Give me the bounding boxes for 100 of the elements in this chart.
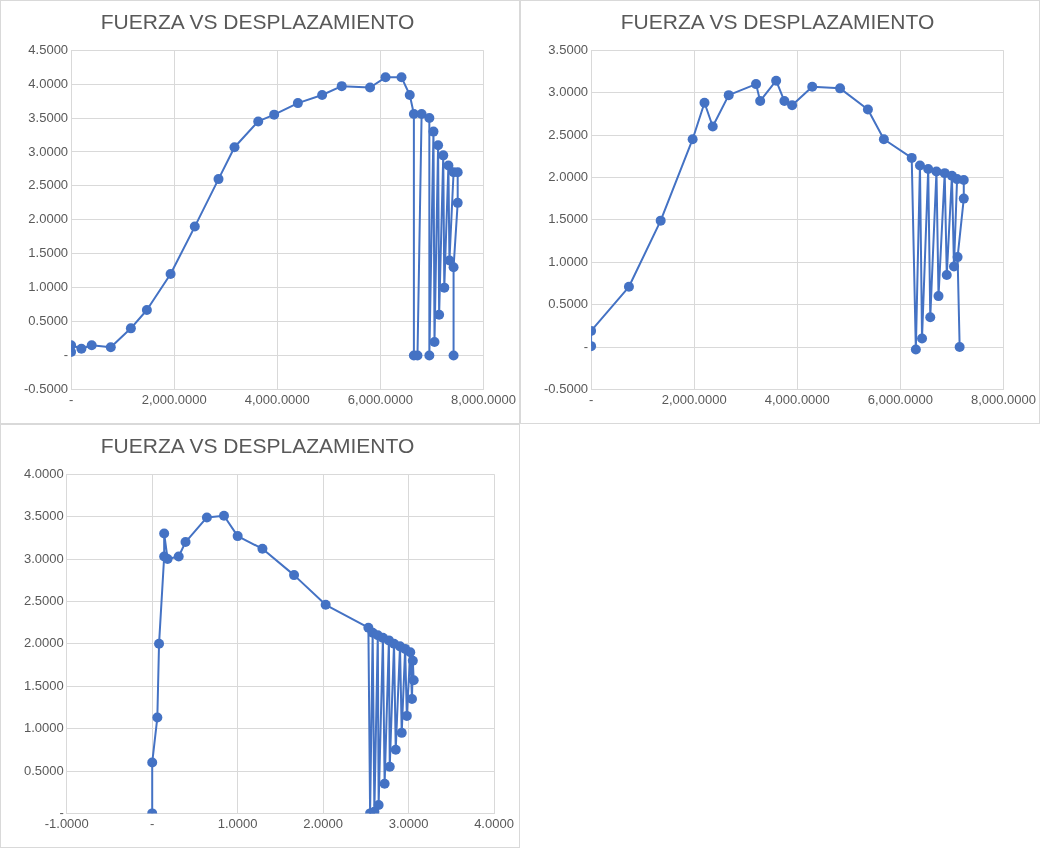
y-tick-label: 2.5000 <box>24 592 64 608</box>
point <box>373 799 384 810</box>
point <box>86 340 97 351</box>
x-tick-label: 2,000.0000 <box>661 391 727 407</box>
point <box>379 778 390 789</box>
point <box>165 269 176 280</box>
point <box>933 291 944 302</box>
point <box>232 531 243 542</box>
point <box>655 215 666 226</box>
y-tick-label: 1.5000 <box>548 211 589 227</box>
point <box>433 140 444 151</box>
point <box>787 100 798 111</box>
y-tick-label: 4.0000 <box>24 465 64 481</box>
y-tick-label: -0.5000 <box>24 380 69 396</box>
point <box>438 150 449 161</box>
x-tick-label: 6,000.0000 <box>347 391 413 407</box>
point <box>751 79 762 90</box>
y-tick-label: 3.5000 <box>548 41 589 57</box>
point <box>390 744 401 755</box>
y-tick-label: 1.0000 <box>28 279 69 295</box>
y-tick-label: - <box>583 338 589 354</box>
y-tick-label: 0.5000 <box>28 313 69 329</box>
point <box>941 269 952 280</box>
point <box>416 108 427 119</box>
y-tick-label: 2.5000 <box>28 177 69 193</box>
point <box>807 81 818 92</box>
point <box>152 712 163 723</box>
y-tick-label: - <box>63 347 69 363</box>
point <box>159 528 170 539</box>
point <box>365 82 376 93</box>
point <box>910 344 921 355</box>
point <box>914 160 925 171</box>
point <box>906 152 917 163</box>
point <box>687 134 698 145</box>
y-tick-label: 3.0000 <box>24 550 64 566</box>
chart-title: FUERZA VS DESPLAZAMIENTO <box>100 10 415 34</box>
point <box>448 350 459 361</box>
y-tick-label: 3.5000 <box>24 508 64 524</box>
point <box>925 312 936 323</box>
chart-title: FUERZA VS DESPLAZAMIENTO <box>620 10 935 34</box>
y-tick-label: -0.5000 <box>544 380 589 396</box>
point <box>623 281 634 292</box>
y-tick-label: 0.5000 <box>24 762 64 778</box>
point <box>320 599 331 610</box>
y-tick-label: 3.5000 <box>28 109 69 125</box>
y-tick-label: 2.0000 <box>28 211 69 227</box>
point <box>201 512 212 523</box>
y-tick-label: 1.5000 <box>24 677 64 693</box>
y-tick-label: 4.5000 <box>28 41 69 57</box>
y-tick-label: 1.0000 <box>548 253 589 269</box>
point <box>147 757 158 768</box>
x-tick-label: 8,000.0000 <box>450 391 517 407</box>
y-tick-label: 3.0000 <box>28 143 69 159</box>
point <box>428 126 439 137</box>
point <box>229 142 240 153</box>
x-tick-label: 4,000.0000 <box>764 391 830 407</box>
point <box>954 342 965 352</box>
point <box>105 342 116 353</box>
point <box>878 134 889 145</box>
point <box>253 116 264 127</box>
point <box>699 97 710 108</box>
point <box>755 96 766 107</box>
y-tick-label: 2.0000 <box>548 168 589 184</box>
point <box>380 72 391 83</box>
point <box>452 197 463 208</box>
x-tick-label: 1.0000 <box>217 815 258 831</box>
point <box>180 537 191 548</box>
x-tick-label: 4.0000 <box>474 815 514 831</box>
point <box>76 343 87 354</box>
chart-title: FUERZA VS DESPLAZAMIENTO <box>100 434 415 458</box>
x-tick-label: 4,000.0000 <box>244 391 310 407</box>
y-tick-label: 2.5000 <box>548 126 589 142</box>
point <box>408 675 419 686</box>
point <box>407 655 418 666</box>
point <box>952 252 963 263</box>
point <box>948 261 959 272</box>
point <box>835 83 846 94</box>
point <box>958 193 969 204</box>
point <box>923 163 934 174</box>
point <box>424 113 435 124</box>
x-tick-label: 8,000.0000 <box>970 391 1037 407</box>
point <box>292 98 303 109</box>
point <box>862 104 873 115</box>
point <box>189 221 200 232</box>
point <box>396 727 407 738</box>
x-tick-label: - <box>150 815 155 831</box>
point <box>317 89 328 100</box>
point <box>257 543 268 554</box>
point <box>173 551 184 562</box>
y-tick-label: 1.0000 <box>24 720 64 736</box>
point <box>707 121 718 132</box>
x-tick-label: 2.0000 <box>303 815 343 831</box>
point <box>429 336 440 347</box>
point <box>917 333 928 344</box>
point <box>213 174 224 185</box>
point <box>448 262 459 273</box>
y-tick-label: 1.5000 <box>28 245 69 261</box>
point <box>434 309 445 320</box>
point <box>396 72 407 83</box>
point <box>141 305 152 316</box>
